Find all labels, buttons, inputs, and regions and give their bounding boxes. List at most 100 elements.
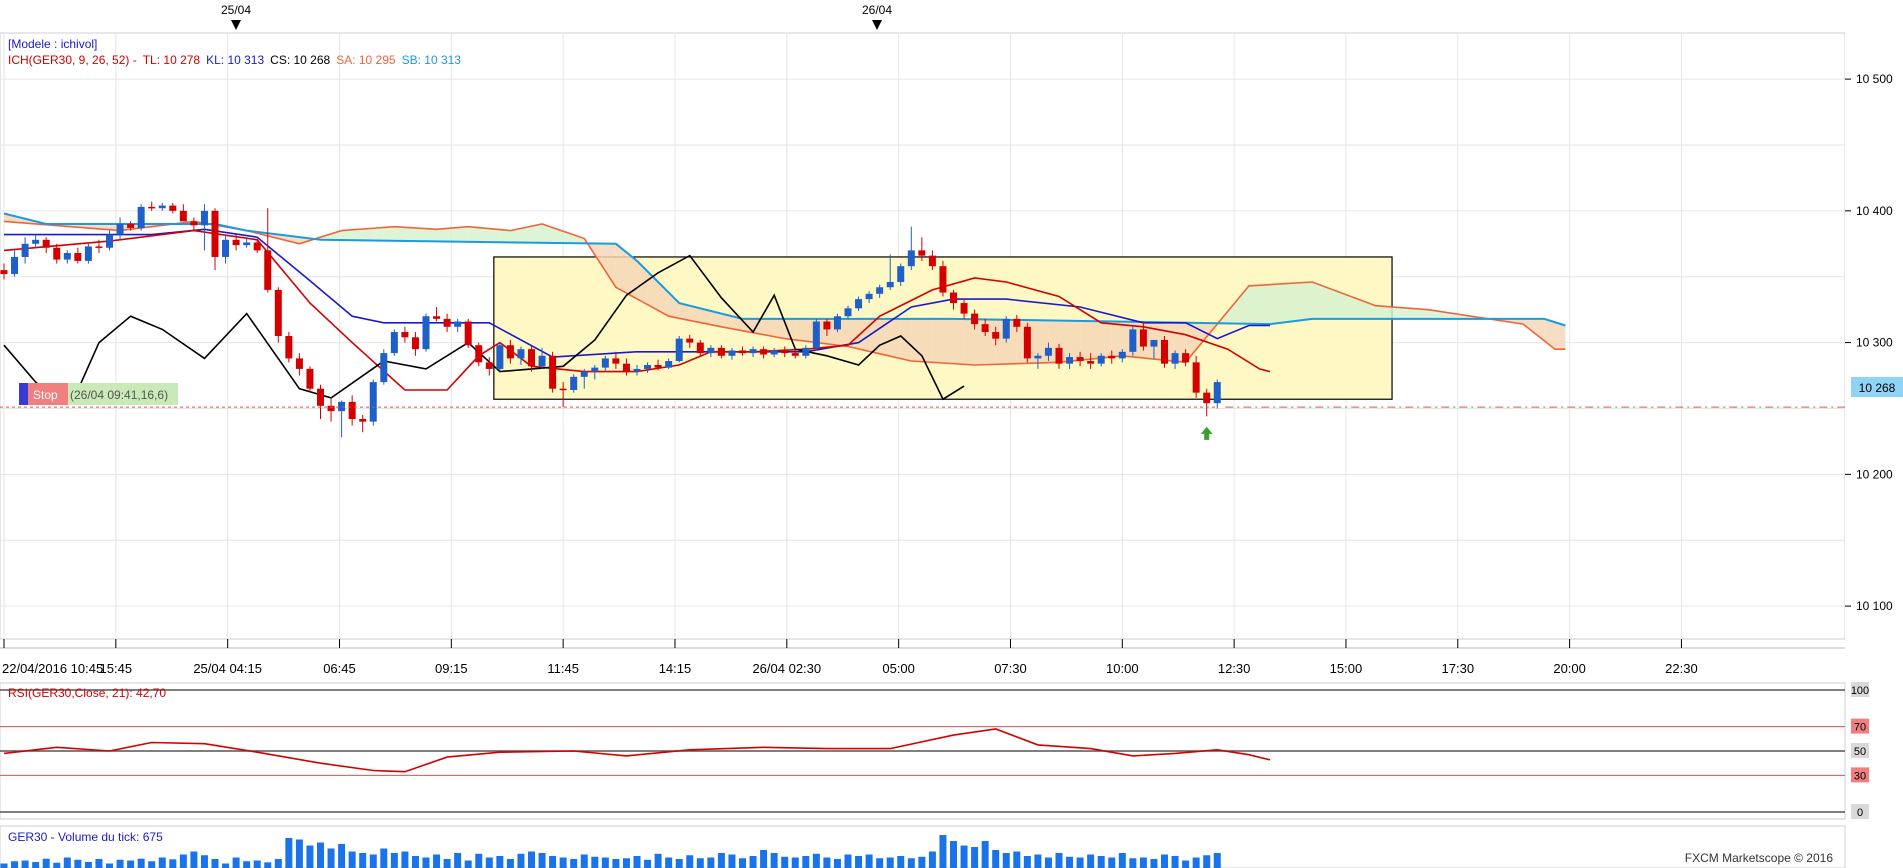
cloud-segment [1312,281,1323,319]
rsi-panel[interactable]: RSI(GER30,Close, 21): 42,70 100 70 50 30 0 [0,682,1869,820]
volume-bar [433,854,441,868]
volume-bar [243,861,251,868]
cloud-segment [647,271,659,311]
candle-body [348,401,356,419]
volume-bar [11,861,19,868]
candle-body [169,205,177,211]
cloud-segment [637,260,648,305]
volume-panel[interactable]: GER30 - Volume du tick: 675 FXCM Markets… [0,825,1846,868]
candle-body [127,224,135,228]
volume-bar [1044,857,1052,868]
cloud-segment [1354,297,1365,319]
rsi-level-tag [1851,767,1869,783]
candle-body [1171,353,1179,364]
candle-body [11,256,19,275]
cloud-segment [552,227,564,244]
cloud-segment [383,226,395,241]
candle-body [517,349,525,359]
volume-bar [338,844,346,868]
day-marker-icon [872,20,882,30]
volume-bar [950,841,957,868]
price-tick-label: 10 400 [1856,204,1893,218]
candle-body [981,324,989,333]
rsi-level-label: 30 [1854,770,1866,782]
cloud-segment [1238,285,1249,324]
candle-body [63,253,71,260]
candle-body [580,371,588,377]
volume-bar [717,853,725,868]
candle-body [1192,362,1200,393]
candle-body [232,239,240,246]
volume-label: GER30 - Volume du tick: 675 [8,830,163,844]
cloud-segment [1554,322,1566,350]
candle-body [855,299,863,309]
cloud-segment [520,226,532,243]
volume-bar [580,854,588,868]
volume-bar [380,848,388,868]
senkou-b-line [3,212,1566,327]
candle-body [1182,353,1190,363]
price-axis[interactable]: 10 100 10 200 10 300 10 400 10 500 10 268 [1845,33,1903,639]
volume-bar [359,853,367,868]
volume-bar [1013,851,1021,868]
volume-bar [918,856,926,868]
candle-body [570,376,578,391]
top-time-axis: 25/04 26/04 [221,3,892,30]
candle-body [802,347,810,356]
candle-body [1034,355,1042,359]
volume-bar [591,856,599,868]
volume-bar [1034,854,1042,868]
cloud-segment [679,303,690,321]
price-tick-label: 10 200 [1856,467,1893,481]
price-tick-label: 10 100 [1856,599,1893,613]
candle-body [380,353,388,383]
cloud-segment [1417,308,1429,319]
rsi-level-label: 50 [1854,746,1866,758]
volume-bar [654,853,662,868]
volume-bar [285,838,293,868]
legend-entry: SA: 10 295 [336,53,396,67]
cloud-segment [1386,306,1397,319]
ichimoku-cloud [4,213,1566,365]
time-tick-label: 22/04/2016 10:45 [2,661,103,676]
volume-bar [760,850,768,868]
volume-bar [939,835,947,868]
stop-tag[interactable]: Stop (26/04 09:41,16,6) [19,383,178,405]
candle-body [1213,382,1221,404]
time-tick-label: 05:00 [882,661,915,676]
cloud-segment [1280,283,1292,323]
volume-bar [528,851,535,868]
price-panel[interactable]: Stop (26/04 09:41,16,6) [Modele : ichivo… [0,32,1846,640]
cloud-segment [404,227,416,242]
volume-bar [992,850,1000,868]
cloud-segment [331,230,342,241]
volume-bar [781,856,789,868]
cloud-segment [447,227,458,242]
candle-body [1139,329,1147,347]
model-label: [Modele : ichivol] [8,37,97,51]
volume-bar [1203,855,1211,868]
candle-body [222,239,230,257]
time-tick-label: 14:15 [659,661,692,676]
cloud-segment [468,226,479,242]
volume-bar [485,857,493,868]
copyright: FXCM Marketscope © 2016 [1685,851,1834,865]
candle-body [369,382,377,422]
cloud-segment [1322,285,1334,319]
time-tick-label: 07:30 [994,661,1027,676]
stop-tag-box [28,383,68,405]
cloud-segment [879,318,891,357]
candle-body [295,358,303,369]
volume-bar [506,859,514,868]
cloud-segment [415,227,426,242]
chikou-line [3,254,965,403]
cloud-segment [594,243,606,272]
candle-body [675,338,683,362]
volume-bar [348,851,356,868]
candle-body [106,234,113,248]
volume-bar [53,862,61,868]
volume-bar [475,853,483,868]
candle-body [1118,351,1126,359]
cloud-segment [1101,321,1112,358]
